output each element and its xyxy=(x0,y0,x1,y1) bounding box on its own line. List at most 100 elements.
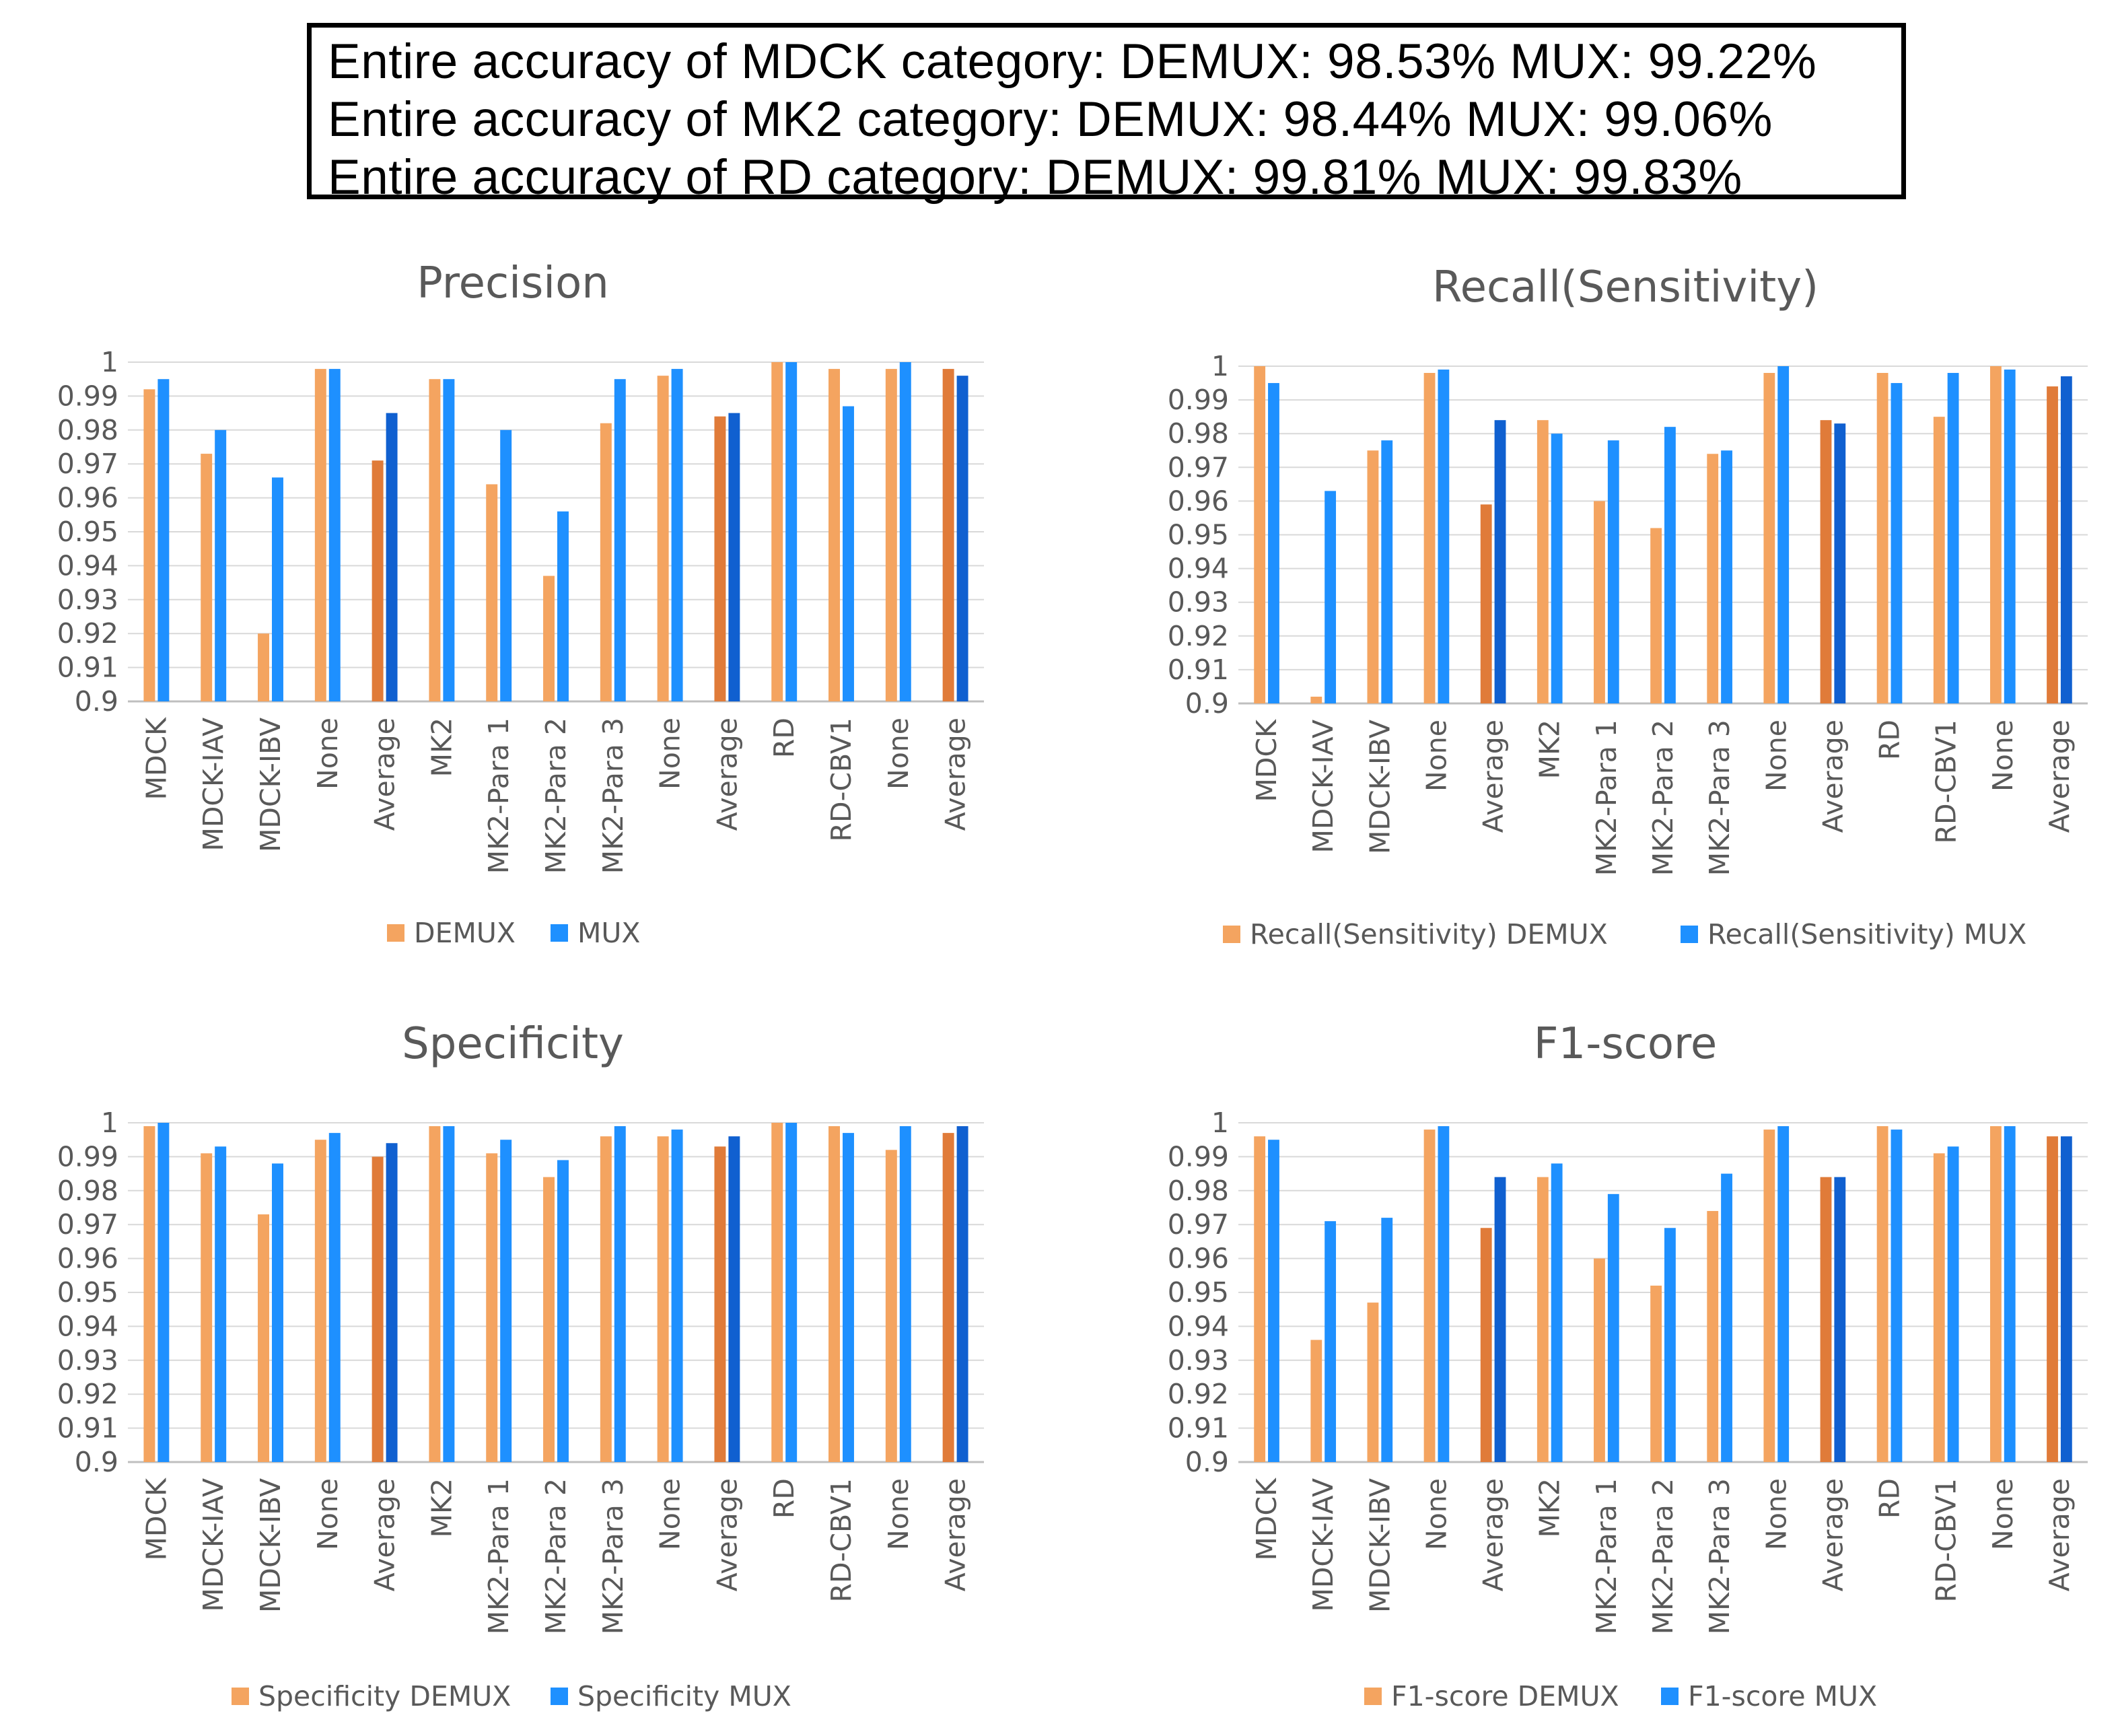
x-category-label: MDCK-IBV xyxy=(1364,1478,1396,1613)
bar-mux-mdck xyxy=(1268,1140,1279,1462)
x-category-label: MDCK xyxy=(140,1478,172,1561)
y-tick-label: 0.95 xyxy=(1168,1276,1229,1309)
legend-label-mux: F1-score MUX xyxy=(1688,1680,1877,1712)
bar-mux-average xyxy=(1494,420,1506,703)
bar-demux-mk2-para-3 xyxy=(1707,454,1719,703)
y-tick-label: 1 xyxy=(101,346,118,378)
bar-demux-mk2-para-3 xyxy=(600,1136,612,1462)
bar-mux-none xyxy=(2004,1126,2016,1462)
bar-mux-average xyxy=(386,413,398,701)
x-category-label: MDCK xyxy=(140,717,172,800)
bar-demux-none xyxy=(1423,1130,1436,1462)
bar-mux-none xyxy=(328,369,341,701)
bar-mux-none xyxy=(899,362,911,701)
x-category-label: RD xyxy=(1874,1478,1906,1519)
x-category-label: None xyxy=(312,718,344,790)
bar-mux-rd-cbv1 xyxy=(1947,373,1959,703)
bar-mux-none xyxy=(2004,370,2016,703)
legend-swatch-mux xyxy=(551,1688,568,1705)
bar-mux-mdck xyxy=(1268,383,1279,703)
bar-demux-none xyxy=(1763,1130,1775,1462)
y-tick-label: 0.92 xyxy=(1168,620,1229,652)
y-tick-label: 0.95 xyxy=(57,1276,118,1309)
y-tick-label: 0.98 xyxy=(57,414,118,446)
x-category-label: RD xyxy=(1874,720,1906,760)
bar-demux-rd-cbv1 xyxy=(1933,1153,1945,1462)
bar-demux-mdck xyxy=(143,1126,155,1462)
y-tick-label: 0.99 xyxy=(1168,384,1229,416)
bar-demux-none xyxy=(1763,373,1775,703)
bar-mux-mk2-para-3 xyxy=(1721,1173,1732,1462)
bar-demux-rd xyxy=(1876,1126,1888,1462)
bar-demux-mk2-para-1 xyxy=(1594,1258,1605,1462)
bar-mux-none xyxy=(671,369,683,701)
x-category-label: None xyxy=(882,1478,915,1550)
chart-title: F1-score xyxy=(1534,1019,1718,1069)
y-tick-label: 0.97 xyxy=(1168,1208,1229,1241)
summary-line-mk2: Entire accuracy of MK2 category: DEMUX: … xyxy=(328,92,1773,147)
legend-label-demux: Specificity DEMUX xyxy=(258,1680,511,1712)
bar-mux-none xyxy=(1777,1126,1790,1462)
bar-demux-mdck xyxy=(1254,1136,1266,1462)
x-category-label: Average xyxy=(940,718,972,831)
y-tick-label: 0.99 xyxy=(1168,1140,1229,1173)
bar-demux-average xyxy=(942,369,954,701)
bar-demux-mdck xyxy=(143,389,155,701)
bar-mux-rd-cbv1 xyxy=(843,1133,854,1462)
bar-demux-average xyxy=(2047,386,2058,703)
bar-demux-rd xyxy=(771,1123,783,1462)
x-category-label: None xyxy=(1987,1478,2019,1550)
legend-label-mux: MUX xyxy=(577,917,640,949)
bar-demux-mdck-ibv xyxy=(1367,1303,1379,1462)
x-category-label: MK2-Para 3 xyxy=(597,1478,629,1634)
bar-demux-mk2-para-2 xyxy=(1650,1285,1662,1462)
x-category-label: MK2-Para 1 xyxy=(483,1478,515,1634)
bar-mux-mdck-ibv xyxy=(1381,440,1393,703)
legend-swatch-demux xyxy=(1364,1688,1382,1705)
bar-demux-average xyxy=(714,416,726,701)
bar-mux-average xyxy=(2060,376,2072,703)
bar-demux-average xyxy=(942,1133,954,1462)
y-tick-label: 0.94 xyxy=(1168,553,1229,585)
bar-demux-mdck-iav xyxy=(1310,696,1322,703)
x-category-label: MK2-Para 2 xyxy=(1647,1478,1679,1634)
x-category-label: MK2-Para 2 xyxy=(540,1478,572,1634)
x-category-label: MK2-Para 3 xyxy=(597,718,629,874)
bar-demux-mk2-para-3 xyxy=(600,423,612,701)
bar-mux-mdck-ibv xyxy=(1381,1218,1393,1462)
x-category-label: MK2 xyxy=(425,1478,458,1537)
bar-mux-none xyxy=(328,1133,341,1462)
y-tick-label: 0.91 xyxy=(1168,654,1229,686)
bar-mux-none xyxy=(1777,366,1790,703)
bar-mux-mk2-para-1 xyxy=(1607,440,1619,703)
bar-demux-none xyxy=(885,369,897,701)
bar-demux-mk2 xyxy=(429,1126,441,1462)
y-tick-label: 0.91 xyxy=(57,652,118,684)
x-category-label: MDCK xyxy=(1250,719,1283,802)
x-category-label: MK2-Para 3 xyxy=(1703,720,1736,876)
bar-mux-mk2-para-3 xyxy=(1721,450,1732,703)
x-category-label: Average xyxy=(369,1478,401,1591)
bar-demux-mdck-ibv xyxy=(258,633,269,701)
y-tick-label: 0.99 xyxy=(57,1140,118,1173)
x-category-label: None xyxy=(1987,720,2019,792)
legend-swatch-demux xyxy=(232,1688,249,1705)
bar-demux-rd xyxy=(1876,373,1888,703)
bar-mux-mk2-para-2 xyxy=(1664,1228,1676,1462)
legend-swatch-mux xyxy=(551,924,568,942)
x-category-label: MK2-Para 1 xyxy=(1590,1478,1623,1634)
bar-mux-rd-cbv1 xyxy=(843,406,854,701)
bar-mux-average xyxy=(2060,1136,2072,1462)
y-tick-label: 0.9 xyxy=(75,685,118,718)
bar-demux-average xyxy=(372,1156,384,1462)
bar-mux-mk2-para-1 xyxy=(500,1140,512,1462)
y-tick-label: 0.96 xyxy=(1168,485,1229,517)
x-category-label: None xyxy=(1760,1478,1792,1550)
y-tick-label: 0.9 xyxy=(75,1446,118,1478)
bar-mux-average xyxy=(728,1136,740,1462)
y-tick-label: 0.97 xyxy=(1168,451,1229,483)
legend-swatch-mux xyxy=(1681,926,1698,943)
bar-demux-none xyxy=(1989,1126,2002,1462)
y-tick-label: 0.93 xyxy=(57,1344,118,1377)
